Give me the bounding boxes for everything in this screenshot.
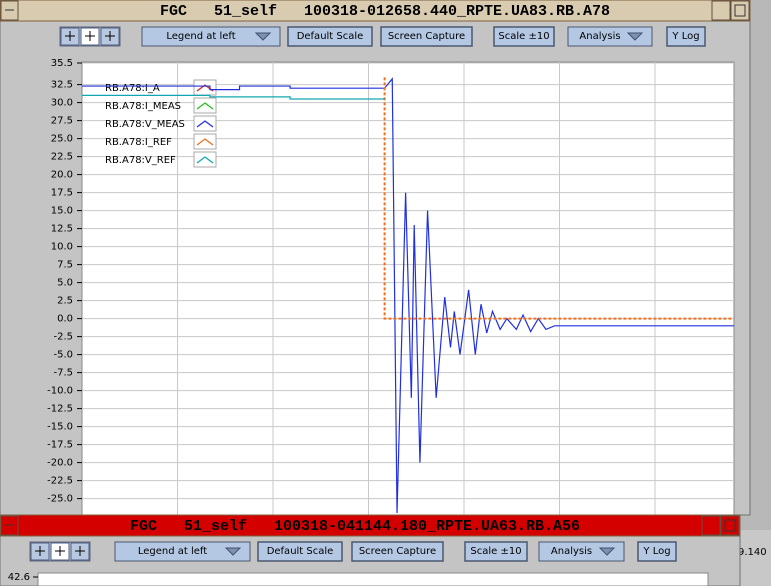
y-tick-label: -17.5 [47,440,73,451]
max-glyph [724,519,736,532]
legend-line [196,156,214,164]
back-window [738,530,771,586]
y-tick-label: 5.0 [57,278,73,289]
button[interactable] [493,26,555,47]
button[interactable] [637,541,677,562]
menu-arrow [598,547,616,556]
legend-swatch [193,115,217,132]
button-label: Legend at left [138,546,207,557]
minimize-button[interactable] [711,0,731,21]
legend-swatch [193,133,217,150]
y-tick-label: 35.5 [51,58,73,69]
legend-label: RB.A78:V_REF [105,155,176,166]
y-tick-label: -10.0 [47,386,73,397]
y-tick-label: 20.0 [51,170,73,181]
y-tick-label: -5.0 [53,350,73,361]
y-tick-label: -2.5 [53,332,73,343]
legend-label: RB.A78:I_MEAS [105,101,181,112]
option-menu[interactable] [114,541,251,562]
y-tick-label: -22.5 [47,476,73,487]
menu-arrow [224,547,242,556]
button-label: Legend at left [166,31,235,42]
legend-swatch [193,79,217,96]
button-label: Scale ±10 [498,31,549,42]
y-tick-label: 42.6 [8,572,30,583]
button-label: Screen Capture [359,546,436,557]
button-label: Analysis [579,31,620,42]
legend-line [196,102,214,110]
window-title: FGC 51_self 100318-041144.180_RPTE.UA63.… [130,518,580,535]
maximize-button[interactable] [730,0,750,21]
legend-label: RB.A78:V_MEAS [105,119,185,130]
y-tick-label: -12.5 [47,404,73,415]
button[interactable] [380,26,473,47]
legend-label: RB.A78:I_REF [105,137,172,148]
y-tick-label: 17.5 [51,188,73,199]
window-title: FGC 51_self 100318-012658.440_RPTE.UA83.… [160,3,610,20]
back-window-text: 9.140 [738,547,767,558]
option-menu[interactable] [538,541,625,562]
maximize-button[interactable] [720,515,740,536]
menu-arrow [626,32,644,41]
y-tick-label: 30.0 [51,98,73,109]
legend-swatch [193,97,217,114]
title-bar [0,514,741,537]
max-glyph [734,4,746,17]
button-label: Y Log [671,31,699,42]
y-tick-label: -7.5 [53,368,73,379]
legend-line [196,120,214,128]
menu-arrow [254,32,272,41]
y-tick-label: 0.0 [57,314,73,325]
legend-line [196,138,214,146]
plot-area [37,572,709,586]
y-tick-label: 27.5 [51,116,73,127]
series-line [82,94,385,100]
y-tick-label: 2.5 [57,296,73,307]
button[interactable] [351,541,444,562]
legend-label: RB.A78:I_A [105,83,160,94]
y-tick-label: 32.5 [51,80,73,91]
minimize-button[interactable] [701,515,721,536]
y-tick-label: -20.0 [47,458,73,469]
y-tick-label: 15.0 [51,206,73,217]
option-menu[interactable] [141,26,281,47]
y-tick-label: 25.0 [51,134,73,145]
button-label: Default Scale [267,546,334,557]
button-label: Default Scale [297,31,364,42]
button[interactable] [287,26,373,47]
series-line [383,77,734,320]
button[interactable] [464,541,528,562]
y-tick-label: 12.5 [51,224,73,235]
y-tick-label: -25.0 [47,494,73,505]
y-tick-label: 10.0 [51,242,73,253]
y-tick-label: 22.5 [51,152,73,163]
button-label: Screen Capture [388,31,465,42]
button-label: Y Log [642,546,670,557]
y-tick-label: 7.5 [57,260,73,271]
title-bar [0,0,751,22]
series-line [82,77,734,514]
button[interactable] [257,541,343,562]
button-label: Analysis [551,546,592,557]
legend-swatch [193,151,217,168]
button-label: Scale ±10 [470,546,521,557]
option-menu[interactable] [567,26,653,47]
button[interactable] [666,26,706,47]
y-tick-label: -15.0 [47,422,73,433]
